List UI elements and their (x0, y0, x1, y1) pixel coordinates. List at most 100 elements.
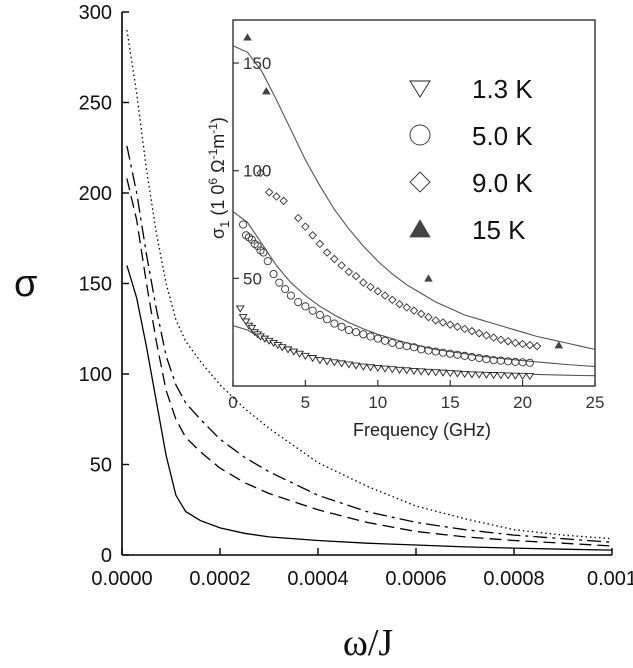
main-series-layer (126, 30, 613, 551)
inset-point-diamond-open (518, 339, 527, 349)
inset-point-triangle-down-open (510, 372, 520, 380)
main-series-line-dashdot (126, 145, 613, 543)
inset-point-circle-open (286, 291, 295, 300)
inset-point-circle-open (388, 338, 397, 347)
inset-y-open: (1 0 (208, 185, 228, 221)
inset-point-circle-open (409, 343, 419, 352)
inset-x-tick-label: 0 (228, 393, 237, 412)
inset-point-triangle-down-open (235, 305, 245, 313)
inset-point-triangle-down-open (387, 366, 397, 374)
inset-point-circle-open (275, 278, 284, 287)
inset-point-triangle-down-open (467, 371, 477, 379)
inset-point-triangle-down-open (308, 355, 318, 363)
inset-point-triangle-down-open (289, 348, 299, 356)
main-y-tick-label: 100 (79, 364, 112, 386)
main-y-tick-label: 50 (90, 455, 112, 477)
inset-y-ohm: Ω (208, 159, 228, 177)
inset-x-tick-label: 10 (368, 393, 387, 412)
main-y-tick-label: 200 (79, 183, 112, 205)
inset-point-circle-open (259, 248, 268, 257)
inset-point-triangle-down-open (431, 369, 441, 377)
inset-point-triangle-down-open (424, 368, 433, 376)
inset-point-diamond-open (359, 278, 368, 287)
inset-point-triangle-down-open (525, 373, 535, 381)
main-y-tick-label: 150 (79, 274, 112, 296)
inset-point-diamond-open (272, 192, 281, 201)
legend-label: 1.3 K (472, 74, 533, 104)
inset-point-circle-open (380, 336, 390, 345)
inset-y-axis-label: σ1 (1 06 Ω-1m-1) (206, 117, 232, 239)
inset-point-triangle-down-open (344, 361, 354, 369)
inset-point-triangle-down-open (283, 346, 293, 354)
inset-point-triangle-down-open (453, 370, 462, 378)
legend-label: 15 K (472, 215, 526, 245)
inset-point-triangle-up-filled (554, 341, 564, 349)
inset-point-triangle-down-open (277, 344, 287, 352)
inset-x-tick-label: 20 (513, 393, 532, 412)
inset-point-diamond-open (344, 267, 354, 277)
inset-point-triangle-up-filled (243, 33, 252, 41)
main-x-axis-label: ω/J (343, 622, 393, 664)
inset-point-triangle-down-open (329, 359, 339, 367)
inset-y-sigma: σ (208, 228, 228, 239)
legend-label: 5.0 K (472, 121, 533, 151)
main-x-tick-label: 0.0000 (91, 568, 152, 590)
inset-y-tick-label: 50 (243, 269, 262, 288)
inset-point-diamond-open (438, 318, 448, 327)
inset-point-triangle-down-open (351, 362, 361, 370)
inset-point-triangle-down-open (503, 372, 513, 380)
main-series-line-dashed (126, 178, 613, 547)
inset-point-triangle-down-open (366, 364, 375, 372)
inset-background (233, 20, 595, 386)
inset-point-diamond-open (293, 213, 303, 223)
inset-y-m: m (208, 134, 228, 149)
inset-point-triangle-down-open (247, 324, 257, 332)
inset-point-triangle-down-open (409, 367, 419, 376)
main-x-tick-label: 0.001 (587, 568, 633, 590)
inset-point-diamond-open (445, 320, 455, 329)
main-y-tick-label: 250 (79, 93, 112, 115)
legend-label: 9.0 K (472, 168, 533, 198)
inset-point-triangle-down-open (445, 370, 455, 378)
inset-point-circle-open (253, 242, 262, 251)
inset-point-triangle-down-open (496, 372, 506, 380)
inset-markers (235, 33, 564, 381)
inset-point-diamond-open (474, 329, 484, 338)
inset-point-triangle-down-open (380, 365, 390, 373)
inset-point-triangle-down-open (489, 372, 499, 380)
main-x-tick-label: 0.0008 (483, 568, 544, 590)
inset-point-diamond-open (482, 331, 491, 340)
inset-point-diamond-open (511, 338, 520, 348)
inset-point-triangle-up-filled (262, 87, 271, 95)
inset-point-triangle-up-filled (424, 274, 433, 282)
inset-point-diamond-open (409, 306, 419, 315)
inset-point-diamond-open (337, 261, 346, 270)
inset-point-diamond-open (380, 291, 390, 300)
inset-point-triangle-down-open (295, 350, 305, 358)
inset-point-diamond-open (496, 335, 506, 344)
legend-marker-triangle-down-open (409, 80, 431, 98)
main-series-line-dotted (126, 30, 613, 540)
inset-point-circle-open (256, 246, 265, 255)
inset-point-diamond-open (489, 333, 498, 342)
inset-point-diamond-open (366, 282, 375, 292)
inset-point-diamond-open (279, 196, 288, 206)
inset-point-triangle-down-open (238, 314, 248, 322)
inset-point-triangle-down-open (241, 318, 251, 326)
inset-point-triangle-down-open (315, 357, 325, 365)
inset-point-triangle-down-open (438, 369, 448, 377)
inset-point-diamond-open (308, 231, 317, 240)
main-series-line-solid (126, 265, 613, 551)
inset-point-triangle-down-open (460, 370, 470, 379)
inset-point-triangle-down-open (402, 367, 412, 375)
inset-point-circle-open (244, 233, 253, 242)
inset-point-circle-open (239, 220, 248, 229)
inset-point-circle-open (373, 334, 382, 343)
inset-point-diamond-open (525, 340, 535, 350)
inset-point-triangle-down-open (358, 363, 368, 371)
inset-x-tick-label: 15 (441, 393, 460, 412)
inset-point-circle-open (269, 269, 278, 279)
inset-point-diamond-open (424, 312, 433, 322)
inset-point-circle-open (250, 239, 259, 248)
